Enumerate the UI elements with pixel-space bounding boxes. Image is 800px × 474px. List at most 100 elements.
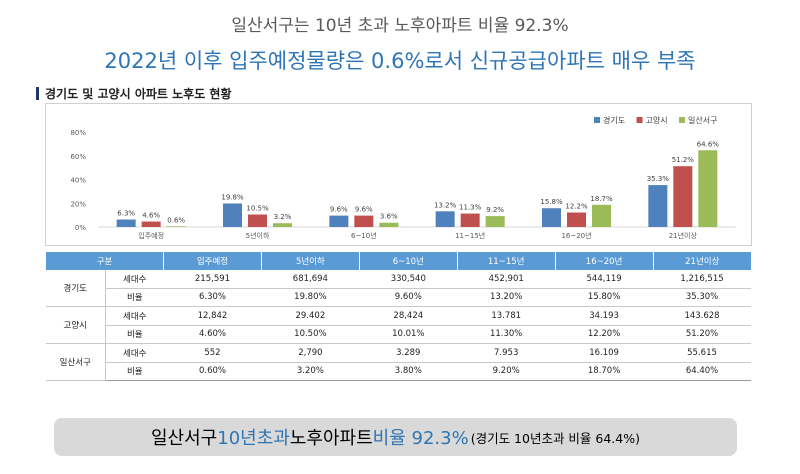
page-subtitle: 일산서구는 10년 초과 노후아파트 비율 92.3% xyxy=(231,16,569,36)
bar-2 xyxy=(567,212,586,227)
section-marker xyxy=(36,87,39,100)
table-cell: 9.60% xyxy=(359,288,458,307)
data-label: 9.6% xyxy=(355,206,373,214)
table-header-cell: 11~15년 xyxy=(456,252,556,270)
bar-2 xyxy=(141,221,161,227)
x-tick-label: 16~20년 xyxy=(561,231,591,240)
table-cell: 681,694 xyxy=(261,270,360,289)
table-cell: 9.20% xyxy=(457,362,556,381)
page-title: 2022년 이후 입주예정물량은 0.6%로서 신규공급아파트 매우 부족 xyxy=(104,49,696,73)
bar-2 xyxy=(248,214,267,227)
bar-1 xyxy=(223,203,242,227)
table-cell: 11.30% xyxy=(457,325,556,344)
table-header-cell: 구분 xyxy=(44,252,164,270)
table-cell: 143.628 xyxy=(653,306,751,326)
data-label: 0.6% xyxy=(167,216,185,224)
data-label: 12.2% xyxy=(565,203,588,211)
legend-label: 경기도 xyxy=(603,115,625,125)
summary-text-highlight: 10년초과 xyxy=(217,428,290,449)
table-cell: 3.80% xyxy=(359,362,458,381)
table-cell: 0.60% xyxy=(163,362,262,381)
legend-label: 일산서구 xyxy=(688,115,717,125)
y-tick-label: 80% xyxy=(70,129,86,137)
data-label: 64.6% xyxy=(697,140,720,148)
data-label: 10.5% xyxy=(246,205,269,213)
x-tick-label: 11~15년 xyxy=(455,231,485,240)
table-header-cell: 5년이하 xyxy=(260,252,360,270)
bar-2 xyxy=(460,213,480,227)
bar-3 xyxy=(485,216,505,227)
table-cell: 330,540 xyxy=(359,270,458,289)
bar-3 xyxy=(273,223,292,227)
data-label: 51.2% xyxy=(672,156,695,164)
table-cell: 1,216,515 xyxy=(653,270,751,289)
bar-chart: 0% 20% 40% 60% 80% 6.3% 4.6% 0.6% 입주예정 19.8% 10.5%… xyxy=(45,103,752,246)
data-label: 18.7% xyxy=(590,195,613,203)
row-label-cell: 세대수 xyxy=(105,343,164,363)
summary-text-region: 일산서구 xyxy=(151,428,218,449)
data-label: 9.6% xyxy=(330,206,348,214)
table-cell: 544,119 xyxy=(555,270,654,289)
region-name-cell: 일산서구 xyxy=(45,343,106,381)
table-cell: 13.781 xyxy=(457,306,556,326)
bar-1 xyxy=(435,211,455,227)
row-label-cell: 비율 xyxy=(105,362,164,381)
data-label: 9.2% xyxy=(486,206,504,214)
table-header-cell: 16~20년 xyxy=(554,252,654,270)
data-label: 13.2% xyxy=(434,201,457,209)
data-label: 11.3% xyxy=(459,204,482,212)
bar-2 xyxy=(673,166,693,227)
table-cell: 18.70% xyxy=(555,362,654,381)
bar-1 xyxy=(542,208,561,227)
table-cell: 12.20% xyxy=(555,325,654,344)
table-cell: 19.80% xyxy=(261,288,360,307)
table-cell: 10.01% xyxy=(359,325,458,344)
table-cell: 2,790 xyxy=(261,343,360,363)
table-row: 일산서구 세대수 552 2,790 3.289 7.953 16.109 55.615 xyxy=(45,343,751,381)
data-table: 구분 입주예정 5년이하 6~10년 11~15년 16~20년 21년이상 경… xyxy=(44,252,751,381)
x-tick-label: 입주예정 xyxy=(138,231,164,240)
table-cell: 552 xyxy=(163,343,262,363)
summary-text-ratio: 비율 92.3% xyxy=(372,428,469,449)
legend-swatch xyxy=(636,117,643,123)
y-tick-label: 40% xyxy=(70,177,86,185)
summary-text-note: (경기도 10년초과 비율 64.4%) xyxy=(470,430,640,446)
table-cell: 29.402 xyxy=(261,306,360,326)
bar-3 xyxy=(592,204,611,227)
data-label: 35.3% xyxy=(647,175,670,183)
data-label: 3.2% xyxy=(274,213,292,221)
bar-3 xyxy=(698,150,718,227)
table-cell: 34.193 xyxy=(555,306,654,326)
table-cell: 28,424 xyxy=(359,306,458,326)
bar-3 xyxy=(379,222,399,227)
table-cell: 3.20% xyxy=(261,362,360,381)
x-tick-label: 21년이상 xyxy=(669,231,698,240)
chart-canvas: 0% 20% 40% 60% 80% 6.3% 4.6% 0.6%입주예정 19.8%10.5%… xyxy=(70,115,736,240)
bar-1 xyxy=(648,185,668,227)
table-cell: 12,842 xyxy=(163,306,262,326)
summary-banner: 일산서구 10년초과 노후아파트 비율 92.3% (경기도 10년초과 비율 … xyxy=(54,418,737,456)
region-name-cell: 경기도 xyxy=(45,270,106,307)
table-row: 경기도 세대수 215,591 681,694 330,540 452,901 544,11… xyxy=(45,270,751,307)
table-cell: 16.109 xyxy=(555,343,654,363)
table-row: 비율 0.60% 3.20% 3.80% 9.20% 18.70% 64.40% xyxy=(46,362,751,381)
legend-swatch xyxy=(594,117,600,123)
section-title: 경기도 및 고양시 아파트 노후도 현황 xyxy=(45,87,232,101)
legend-label: 고양시 xyxy=(646,116,668,125)
bar-3 xyxy=(166,226,186,227)
table-header-cell: 21년이상 xyxy=(652,252,751,270)
data-label: 4.6% xyxy=(142,212,160,220)
table-cell: 215,591 xyxy=(163,270,262,289)
table-cell: 4.60% xyxy=(163,325,262,344)
table-cell: 6.30% xyxy=(163,288,262,307)
data-label: 3.6% xyxy=(380,213,398,221)
table-cell: 10.50% xyxy=(261,325,360,344)
data-label: 6.3% xyxy=(117,210,135,218)
bar-1 xyxy=(116,219,136,227)
data-label: 19.8% xyxy=(221,193,244,201)
x-tick-label: 5년이하 xyxy=(246,231,270,240)
row-label-cell: 세대수 xyxy=(105,270,164,289)
bar-1 xyxy=(329,215,349,227)
table-header-cell: 입주예정 xyxy=(163,252,262,270)
y-tick-label: 20% xyxy=(70,200,86,208)
